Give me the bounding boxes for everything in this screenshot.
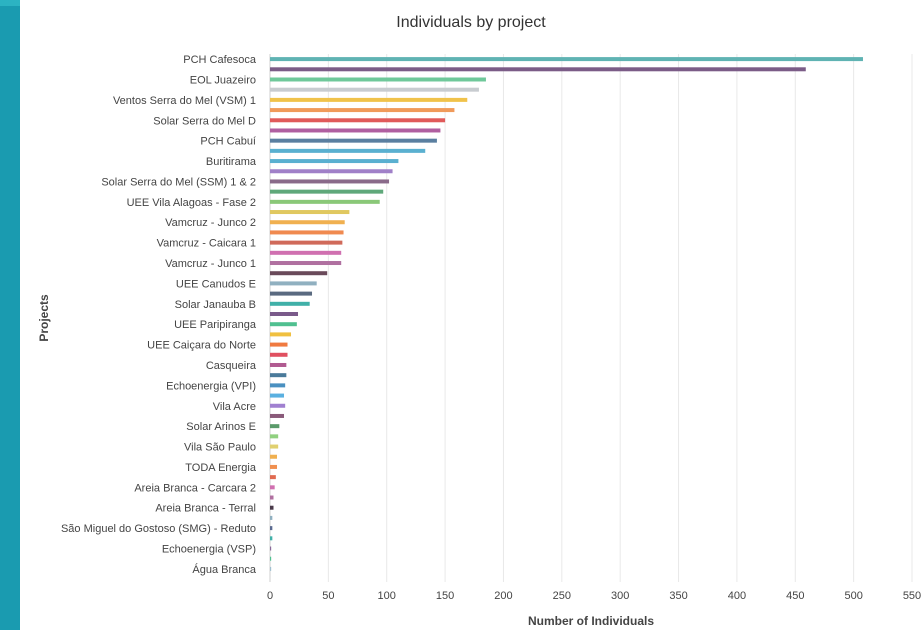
bar[interactable] <box>270 199 380 204</box>
bar[interactable] <box>270 464 278 469</box>
bar[interactable] <box>270 526 273 531</box>
bar[interactable] <box>270 240 343 245</box>
bar[interactable] <box>270 210 350 215</box>
category-label: Casqueira <box>206 360 257 372</box>
category-label: Vila Acre <box>213 401 256 413</box>
bar[interactable] <box>270 128 441 133</box>
grid-lines <box>269 54 913 582</box>
bar[interactable] <box>270 189 384 194</box>
category-label: UEE Vila Alagoas - Fase 2 <box>127 197 256 209</box>
bar[interactable] <box>270 566 272 571</box>
category-label: Buritirama <box>206 156 257 168</box>
category-label: TODA Energia <box>185 462 257 474</box>
x-tick-label: 350 <box>669 590 687 602</box>
bar[interactable] <box>270 312 299 316</box>
bar[interactable] <box>270 373 287 378</box>
bar[interactable] <box>270 342 288 347</box>
bar[interactable] <box>270 424 280 429</box>
category-label: Echoenergia (VPI) <box>166 380 256 392</box>
category-label: Solar Serra do Mel (SSM) 1 & 2 <box>101 176 256 188</box>
bar[interactable] <box>270 352 288 357</box>
y-axis-title: Projects <box>37 294 51 342</box>
x-tick-label: 100 <box>378 590 396 602</box>
bar[interactable] <box>270 536 273 541</box>
x-tick-label: 200 <box>494 590 512 602</box>
bar[interactable] <box>270 67 806 72</box>
bar[interactable] <box>270 108 455 113</box>
x-tick-label: 0 <box>267 590 273 602</box>
category-label: Areia Branca - Terral <box>155 503 256 515</box>
bar[interactable] <box>270 454 278 459</box>
bar[interactable] <box>270 444 279 449</box>
category-label: Areia Branca - Carcara 2 <box>134 482 256 494</box>
x-tick-labels: 0 50 100 150 200 250 300 350 400 450 500 550 <box>267 590 921 602</box>
bar[interactable] <box>270 434 279 439</box>
bar[interactable] <box>270 138 437 143</box>
bar[interactable] <box>270 250 342 255</box>
chart-title: Individuals by project <box>396 14 546 31</box>
x-tick-label: 400 <box>728 590 746 602</box>
bar-chart: Individuals by project PCH Cafesoca EOL J… <box>37 14 921 628</box>
bar[interactable] <box>270 332 292 337</box>
category-label: Vila São Paulo <box>184 442 256 454</box>
category-label: Vamcruz - Caicara 1 <box>157 238 256 250</box>
bar[interactable] <box>270 230 344 235</box>
bar[interactable] <box>270 159 399 164</box>
bar[interactable] <box>270 291 313 296</box>
bar[interactable] <box>270 505 274 510</box>
category-label: Solar Arinos E <box>186 421 256 433</box>
bar[interactable] <box>270 148 426 153</box>
bar[interactable] <box>270 495 274 500</box>
category-label: Vamcruz - Junco 1 <box>165 258 256 270</box>
category-labels: PCH Cafesoca EOL Juazeiro Ventos Serra do … <box>61 54 257 576</box>
bar[interactable] <box>270 301 310 306</box>
bar[interactable] <box>270 87 479 92</box>
category-label: UEE Caiçara do Norte <box>147 340 256 352</box>
x-tick-label: 50 <box>322 590 334 602</box>
x-tick-label: 500 <box>844 590 862 602</box>
bar[interactable] <box>270 281 317 286</box>
x-tick-label: 150 <box>436 590 454 602</box>
bar[interactable] <box>270 322 297 327</box>
category-label: PCH Cabuí <box>200 136 256 148</box>
bar[interactable] <box>270 57 863 62</box>
category-label: EOL Juazeiro <box>190 74 256 86</box>
bar[interactable] <box>270 485 275 490</box>
category-label: Solar Serra do Mel D <box>153 115 256 127</box>
bar[interactable] <box>270 413 285 418</box>
category-label: Vamcruz - Junco 2 <box>165 217 256 229</box>
x-tick-label: 550 <box>903 590 921 602</box>
bar[interactable] <box>270 118 446 123</box>
category-label: Echoenergia (VSP) <box>162 544 256 556</box>
bar[interactable] <box>270 261 342 266</box>
bar[interactable] <box>270 179 390 184</box>
bar[interactable] <box>270 515 273 520</box>
bar[interactable] <box>270 271 328 276</box>
x-tick-label: 250 <box>553 590 571 602</box>
x-tick-label: 450 <box>786 590 804 602</box>
bar[interactable] <box>270 169 393 174</box>
category-label: PCH Cafesoca <box>183 54 257 66</box>
bar[interactable] <box>270 362 287 367</box>
bar[interactable] <box>270 475 276 480</box>
category-label: São Miguel do Gostoso (SMG) - Reduto <box>61 523 256 535</box>
bars-group <box>270 57 863 571</box>
bar[interactable] <box>270 556 272 561</box>
bar[interactable] <box>270 220 345 225</box>
bar[interactable] <box>270 393 285 398</box>
bar[interactable] <box>270 77 486 82</box>
x-axis-title: Number of Individuals <box>528 614 654 628</box>
category-label: Água Branca <box>192 563 256 576</box>
bar[interactable] <box>270 546 272 551</box>
x-tick-label: 300 <box>611 590 629 602</box>
category-label: Solar Janauba B <box>175 299 256 311</box>
bar[interactable] <box>270 383 286 388</box>
bar[interactable] <box>270 97 468 102</box>
category-label: UEE Paripiranga <box>174 319 257 331</box>
bar[interactable] <box>270 403 286 408</box>
chart-panel: Individuals by project PCH Cafesoca EOL J… <box>20 0 923 630</box>
category-label: UEE Canudos E <box>176 278 256 290</box>
category-label: Ventos Serra do Mel (VSM) 1 <box>113 95 256 107</box>
